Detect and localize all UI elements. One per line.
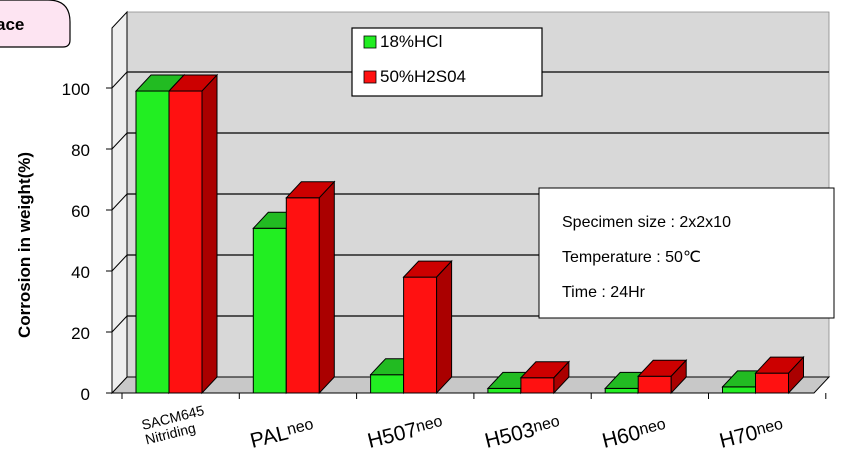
conditions-box: Specimen size : 2x2x10 Temperature : 50℃… xyxy=(538,187,835,319)
bar-front xyxy=(604,387,639,394)
y-tick-label: 100 xyxy=(62,80,90,99)
bar xyxy=(637,358,688,395)
gridline-side xyxy=(111,193,128,211)
bar xyxy=(402,259,453,395)
bar-front xyxy=(637,375,672,394)
bar xyxy=(285,180,336,395)
x-tick-label: H503neo xyxy=(483,412,563,453)
plot-floor xyxy=(110,376,831,394)
bar-side xyxy=(318,180,335,395)
x-tick-label: H507neo xyxy=(365,412,445,453)
bar-front xyxy=(520,377,555,394)
y-tick-label: 20 xyxy=(71,324,90,343)
bar xyxy=(167,73,219,395)
legend-label: 50%H2S04 xyxy=(380,67,466,86)
gridline-side xyxy=(111,315,128,333)
bar-side xyxy=(788,355,804,395)
x-tick-label: H70neo xyxy=(717,415,786,453)
condition-line-3: Time : 24Hr xyxy=(562,284,646,301)
x-axis-labels: SACM645Nitriding PALneo H507neo H503neo H60n… xyxy=(140,402,786,453)
y-tick-label: 0 xyxy=(81,385,90,404)
x-tick-label: PALneo xyxy=(248,415,317,453)
condition-line-2: Temperature : 50℃ xyxy=(562,249,701,266)
bar-front xyxy=(722,386,756,394)
legend-label: 18%HCl xyxy=(380,32,442,51)
gridline-side xyxy=(111,132,128,150)
bar xyxy=(754,355,805,395)
bar-side xyxy=(670,358,687,395)
legend: 18%HCl 50%H2S04 xyxy=(351,27,543,97)
bar-front xyxy=(285,197,320,394)
bar-front xyxy=(487,387,522,394)
y-tick-label: 80 xyxy=(71,141,90,160)
bar-side xyxy=(436,259,453,395)
bar-front xyxy=(135,90,170,394)
y-tick-label: 60 xyxy=(71,202,90,221)
y-axis-title: Corrosion in weight(%) xyxy=(15,152,34,338)
bar-front xyxy=(168,90,203,394)
bar-front xyxy=(755,372,789,394)
x-tick-label: SACM645Nitriding xyxy=(140,402,210,448)
bar-side xyxy=(553,360,570,395)
y-tick-label: 40 xyxy=(71,263,90,282)
corner-tab-label: ace xyxy=(0,15,24,34)
gridline-side xyxy=(111,71,128,89)
condition-line-1: Specimen size : 2x2x10 xyxy=(562,214,731,231)
bar-front xyxy=(252,227,287,394)
bar-front xyxy=(403,276,438,394)
bars xyxy=(134,73,805,395)
bar-front xyxy=(370,374,405,394)
legend-item-series-2: 50%H2S04 xyxy=(363,67,466,86)
legend-item-series-1: 18%HCl xyxy=(363,32,442,51)
gridline-side xyxy=(111,254,128,272)
corner-tab: ace xyxy=(0,0,71,48)
bar xyxy=(519,360,571,395)
bar-side xyxy=(201,73,218,395)
y-axis: 0 20 40 60 80 100 xyxy=(62,80,827,404)
x-tick-label: H60neo xyxy=(600,415,669,453)
